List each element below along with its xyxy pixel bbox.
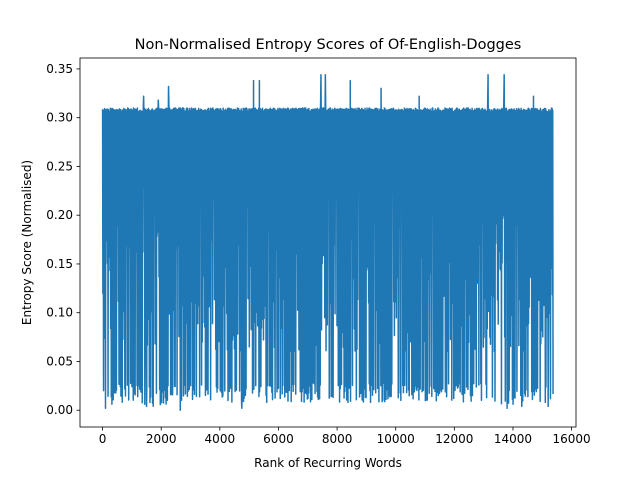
y-tick-label: 0.25	[46, 159, 73, 173]
x-tick-label: 10000	[377, 432, 415, 446]
y-tick-label: 0.15	[46, 257, 73, 271]
chart-title: Non-Normalised Entropy Scores of Of-Engl…	[135, 37, 522, 53]
x-tick-label: 0	[99, 432, 107, 446]
x-axis-title: Rank of Recurring Words	[254, 456, 402, 470]
y-axis: 0.00 0.05 0.10 0.15 0.20 0.25 0.30 0.35	[46, 62, 80, 417]
x-tick-label: 2000	[146, 432, 177, 446]
plot-area	[101, 74, 554, 411]
x-axis: 0 2000 4000 6000 8000 10000 12000 14000 16000	[99, 427, 591, 446]
x-tick-label: 12000	[435, 432, 473, 446]
x-tick-label: 6000	[263, 432, 294, 446]
y-tick-label: 0.10	[46, 306, 73, 320]
x-tick-label: 8000	[322, 432, 353, 446]
y-tick-label: 0.05	[46, 354, 73, 368]
y-tick-label: 0.00	[46, 403, 73, 417]
y-tick-label: 0.30	[46, 111, 73, 125]
x-tick-label: 14000	[494, 432, 532, 446]
x-tick-label: 16000	[553, 432, 591, 446]
y-tick-label: 0.20	[46, 208, 73, 222]
series-group	[101, 74, 554, 411]
entropy-series-line	[101, 74, 554, 411]
y-axis-title: Entropy Score (Normalised)	[20, 160, 34, 325]
axes-frame	[79, 57, 577, 428]
x-tick-label: 4000	[205, 432, 236, 446]
y-tick-label: 0.35	[46, 62, 73, 76]
